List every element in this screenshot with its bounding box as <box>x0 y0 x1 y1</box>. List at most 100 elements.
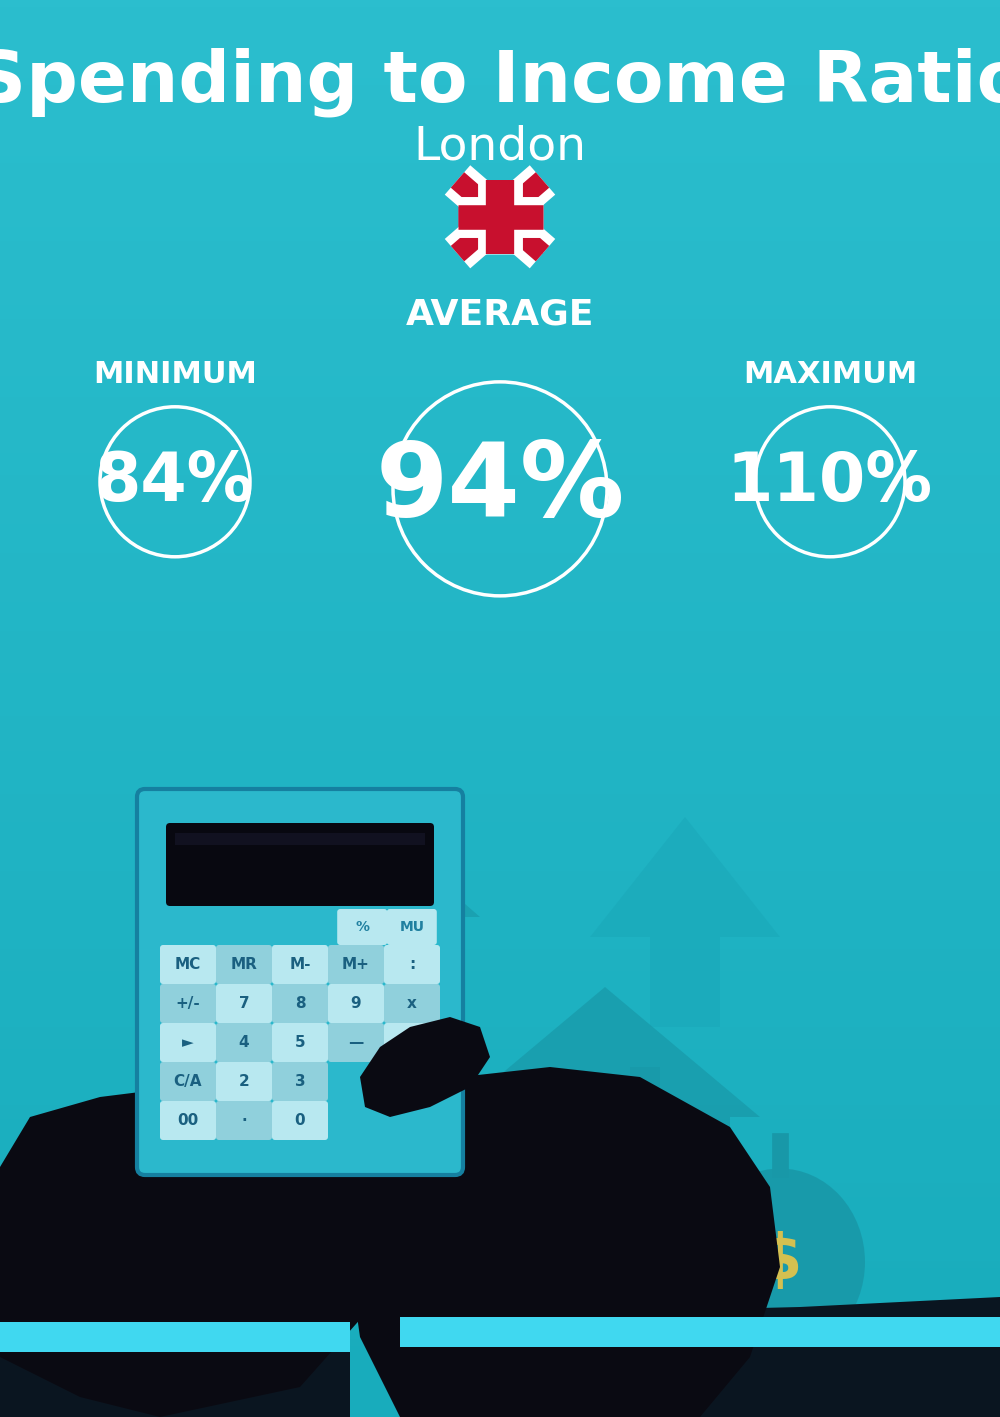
Bar <box>0 1325 1000 1332</box>
FancyBboxPatch shape <box>137 789 463 1175</box>
Bar <box>0 290 1000 298</box>
Bar <box>0 786 1000 794</box>
Bar <box>0 1084 1000 1091</box>
Bar <box>0 1403 1000 1410</box>
Bar <box>0 510 1000 517</box>
Bar <box>0 1374 1000 1382</box>
Bar <box>0 1360 1000 1367</box>
Bar <box>0 1297 1000 1304</box>
Text: London: London <box>414 125 586 170</box>
Text: 3: 3 <box>295 1074 305 1090</box>
Bar <box>0 35 1000 43</box>
Polygon shape <box>590 818 780 1027</box>
Bar <box>0 1119 1000 1127</box>
Bar <box>0 1212 1000 1219</box>
Bar <box>0 751 1000 758</box>
Bar <box>0 1304 1000 1311</box>
Bar <box>0 21 1000 28</box>
FancyBboxPatch shape <box>272 1101 328 1141</box>
Bar <box>0 319 1000 326</box>
Bar <box>0 57 1000 64</box>
Text: 5: 5 <box>295 1034 305 1050</box>
Bar <box>0 64 1000 71</box>
Bar <box>0 43 1000 50</box>
Bar <box>175 833 425 845</box>
Bar <box>0 234 1000 241</box>
Bar <box>0 99 1000 106</box>
Bar <box>0 1219 1000 1226</box>
Bar <box>0 269 1000 276</box>
Bar <box>0 631 1000 638</box>
Bar <box>0 1127 1000 1134</box>
FancyBboxPatch shape <box>384 983 440 1023</box>
Bar <box>0 475 1000 482</box>
Bar <box>0 120 1000 128</box>
Bar <box>0 1275 1000 1282</box>
Bar <box>0 446 1000 453</box>
FancyBboxPatch shape <box>272 1023 328 1061</box>
Text: MAXIMUM: MAXIMUM <box>743 360 917 388</box>
Bar <box>0 1112 1000 1119</box>
Bar <box>0 1027 1000 1034</box>
FancyBboxPatch shape <box>160 1023 216 1061</box>
Bar <box>0 531 1000 538</box>
Bar <box>0 1389 1000 1396</box>
Bar <box>0 935 1000 942</box>
Bar <box>0 1077 1000 1084</box>
Bar <box>0 432 1000 439</box>
Bar <box>0 1247 1000 1254</box>
Bar <box>0 1013 1000 1020</box>
Bar <box>0 829 1000 836</box>
FancyBboxPatch shape <box>387 908 437 945</box>
Bar <box>0 638 1000 645</box>
Bar <box>0 1346 1000 1353</box>
FancyBboxPatch shape <box>160 1061 216 1101</box>
Bar <box>0 581 1000 588</box>
Bar <box>0 255 1000 262</box>
Bar <box>0 347 1000 354</box>
Bar <box>0 560 1000 567</box>
Bar <box>0 1091 1000 1098</box>
Bar <box>0 397 1000 404</box>
Bar <box>0 333 1000 340</box>
FancyBboxPatch shape <box>216 1101 272 1141</box>
Bar <box>0 1183 1000 1190</box>
Bar <box>0 801 1000 808</box>
Bar <box>0 680 1000 687</box>
Bar <box>0 198 1000 205</box>
Text: 7: 7 <box>239 996 249 1010</box>
Bar <box>0 1233 1000 1240</box>
Bar <box>0 177 1000 184</box>
Bar <box>0 1105 1000 1112</box>
Bar <box>0 730 1000 737</box>
FancyBboxPatch shape <box>384 945 440 983</box>
Bar <box>0 546 1000 553</box>
Bar <box>655 1182 710 1237</box>
Bar <box>0 616 1000 623</box>
Bar <box>600 1299 760 1312</box>
Bar <box>0 312 1000 319</box>
FancyBboxPatch shape <box>337 908 387 945</box>
Bar <box>0 1339 1000 1346</box>
Bar <box>0 170 1000 177</box>
Text: :: : <box>409 956 415 972</box>
Bar <box>0 907 1000 914</box>
Bar <box>0 149 1000 156</box>
Bar <box>0 1332 1000 1339</box>
Bar <box>0 1254 1000 1261</box>
Bar <box>0 871 1000 879</box>
Text: —: — <box>348 1034 364 1050</box>
Bar <box>0 0 1000 7</box>
FancyBboxPatch shape <box>328 945 384 983</box>
Ellipse shape <box>695 1169 865 1356</box>
Text: 8: 8 <box>295 996 305 1010</box>
Bar <box>0 354 1000 361</box>
Bar <box>458 180 542 254</box>
Text: 0: 0 <box>295 1112 305 1128</box>
Bar <box>0 1063 1000 1070</box>
Bar <box>0 248 1000 255</box>
Bar <box>0 1190 1000 1197</box>
Bar <box>500 1182 555 1237</box>
Text: $: $ <box>758 1231 802 1292</box>
Bar <box>0 1155 1000 1162</box>
